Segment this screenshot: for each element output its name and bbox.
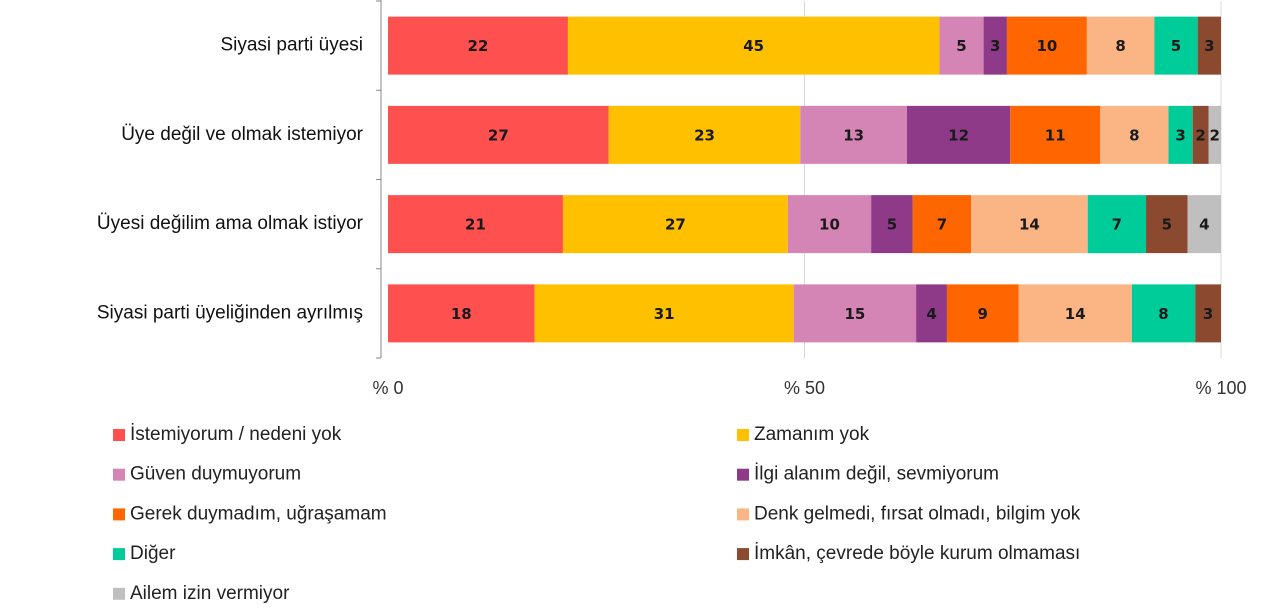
legend-label: İlgi alanım değil, sevmiyorum bbox=[754, 464, 999, 485]
bar-segment bbox=[946, 284, 1019, 343]
bar-segment bbox=[534, 284, 794, 343]
data-label: 5 bbox=[1171, 37, 1181, 55]
bar-segment bbox=[1100, 105, 1169, 164]
bar-segment bbox=[1168, 105, 1193, 164]
data-label: 45 bbox=[743, 37, 764, 55]
x-tick-label: % 100 bbox=[1195, 378, 1246, 398]
data-label: 5 bbox=[887, 216, 897, 234]
data-label: 9 bbox=[978, 305, 988, 323]
bar-segment bbox=[983, 16, 1007, 75]
legend-label: Zamanım yok bbox=[754, 424, 870, 445]
bar-segment bbox=[1131, 284, 1196, 343]
legend-label: Ailem izin vermiyor bbox=[130, 583, 290, 604]
bar-segment bbox=[1018, 284, 1132, 343]
bar-segment bbox=[916, 284, 947, 343]
bar-segment bbox=[1195, 284, 1221, 343]
bar-segment bbox=[1146, 195, 1188, 254]
bar-segment bbox=[1208, 105, 1221, 164]
bar-segment bbox=[1192, 105, 1209, 164]
legend-label: Gerek duymadım, uğraşamam bbox=[130, 503, 387, 524]
legend-swatch bbox=[113, 587, 125, 600]
legend-label: Diğer bbox=[130, 543, 176, 564]
bar-segment bbox=[793, 284, 917, 343]
data-label: 3 bbox=[990, 37, 1000, 55]
bar-segment bbox=[1086, 16, 1155, 75]
data-label: 3 bbox=[1203, 305, 1213, 323]
legend-swatch bbox=[113, 468, 125, 481]
data-label: 7 bbox=[1112, 216, 1122, 234]
legend-swatch bbox=[737, 468, 749, 481]
data-label: 22 bbox=[468, 37, 489, 55]
bar-segment bbox=[567, 16, 940, 75]
data-label: 5 bbox=[956, 37, 966, 55]
bar-segment bbox=[1087, 195, 1147, 254]
data-label: 21 bbox=[465, 216, 486, 234]
bar-segment bbox=[388, 284, 535, 343]
legend-label: Denk gelmedi, fırsat olmadı, bilgim yok bbox=[754, 503, 1081, 524]
bar-segment bbox=[871, 195, 913, 254]
bar-segment bbox=[800, 105, 907, 164]
data-label: 14 bbox=[1019, 216, 1040, 234]
legend-swatch bbox=[737, 548, 749, 561]
bar-segment bbox=[906, 105, 1011, 164]
legend-label: İstemiyorum / nedeni yok bbox=[130, 424, 342, 445]
legend-swatch bbox=[113, 508, 125, 521]
data-label: 13 bbox=[843, 126, 864, 144]
legend-label: İmkân, çevrede böyle kurum olmaması bbox=[754, 543, 1080, 564]
legend-label: Güven duymuyorum bbox=[130, 464, 301, 485]
legend-swatch bbox=[113, 548, 125, 561]
data-label: 27 bbox=[665, 216, 686, 234]
bar-segment bbox=[388, 16, 568, 75]
bar-segment bbox=[939, 16, 984, 75]
legend-swatch bbox=[737, 508, 749, 521]
data-label: 8 bbox=[1129, 126, 1139, 144]
x-tick-label: % 0 bbox=[372, 378, 403, 398]
bar-segment bbox=[388, 105, 609, 164]
data-label: 27 bbox=[488, 126, 509, 144]
bar-segment bbox=[388, 195, 563, 254]
bar-segment bbox=[562, 195, 788, 254]
data-label: 7 bbox=[937, 216, 947, 234]
data-label: 3 bbox=[1204, 37, 1214, 55]
bar-segment bbox=[787, 195, 872, 254]
data-label: 15 bbox=[844, 305, 865, 323]
bar-segment bbox=[912, 195, 972, 254]
data-label: 10 bbox=[1036, 37, 1057, 55]
legend-swatch bbox=[113, 429, 125, 441]
data-label: 12 bbox=[948, 126, 969, 144]
data-label: 18 bbox=[451, 305, 472, 323]
category-label: Siyasi parti üyeliğinden ayrılmış bbox=[97, 302, 363, 323]
data-label: 31 bbox=[654, 305, 675, 323]
category-label: Üye değil ve olmak istemiyor bbox=[121, 124, 363, 145]
legend-swatch bbox=[737, 429, 749, 441]
data-label: 2 bbox=[1210, 126, 1220, 144]
data-label: 8 bbox=[1115, 37, 1125, 55]
data-label: 11 bbox=[1045, 126, 1066, 144]
bar-segment bbox=[1010, 105, 1101, 164]
data-label: 14 bbox=[1065, 305, 1086, 323]
category-label: Üyesi değilim ama olmak istiyor bbox=[97, 213, 364, 234]
bar-segment bbox=[1197, 16, 1221, 75]
category-label: Siyasi parti üyesi bbox=[220, 35, 363, 56]
data-label: 4 bbox=[1199, 216, 1209, 234]
bar-segment bbox=[971, 195, 1088, 254]
bar-segment bbox=[1006, 16, 1087, 75]
data-label: 3 bbox=[1175, 126, 1185, 144]
data-label: 23 bbox=[694, 126, 715, 144]
bar-segment bbox=[1187, 195, 1221, 254]
data-label: 8 bbox=[1158, 305, 1168, 323]
bar-segment bbox=[608, 105, 801, 164]
bar-segment bbox=[1154, 16, 1198, 75]
x-tick-label: % 50 bbox=[784, 378, 825, 398]
data-label: 2 bbox=[1195, 126, 1205, 144]
data-label: 10 bbox=[819, 216, 840, 234]
data-label: 5 bbox=[1162, 216, 1172, 234]
data-label: 4 bbox=[926, 305, 936, 323]
